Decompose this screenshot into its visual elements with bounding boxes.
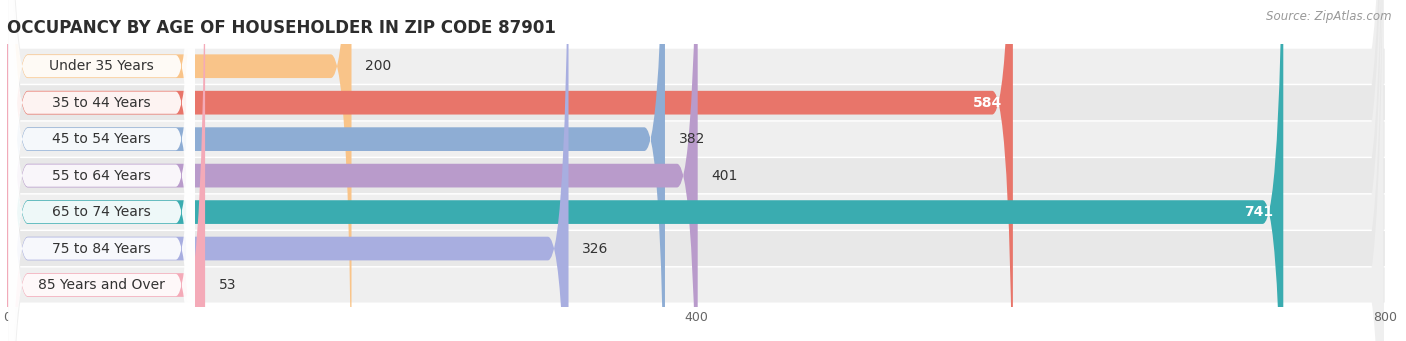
Text: Source: ZipAtlas.com: Source: ZipAtlas.com bbox=[1267, 10, 1392, 23]
FancyBboxPatch shape bbox=[8, 0, 1384, 341]
FancyBboxPatch shape bbox=[8, 0, 1384, 341]
FancyBboxPatch shape bbox=[8, 0, 1384, 341]
Text: 200: 200 bbox=[366, 59, 391, 73]
Text: 75 to 84 Years: 75 to 84 Years bbox=[52, 241, 150, 255]
Text: 55 to 64 Years: 55 to 64 Years bbox=[52, 168, 150, 183]
FancyBboxPatch shape bbox=[8, 0, 1384, 341]
FancyBboxPatch shape bbox=[7, 231, 1385, 266]
Text: 382: 382 bbox=[679, 132, 706, 146]
Text: 35 to 44 Years: 35 to 44 Years bbox=[52, 96, 150, 110]
FancyBboxPatch shape bbox=[7, 158, 1385, 193]
FancyBboxPatch shape bbox=[8, 0, 1384, 341]
FancyBboxPatch shape bbox=[7, 0, 568, 341]
Text: 85 Years and Over: 85 Years and Over bbox=[38, 278, 165, 292]
Text: 741: 741 bbox=[1244, 205, 1272, 219]
FancyBboxPatch shape bbox=[8, 0, 195, 341]
FancyBboxPatch shape bbox=[8, 0, 195, 341]
Text: 584: 584 bbox=[973, 96, 1002, 110]
FancyBboxPatch shape bbox=[8, 0, 1384, 341]
Text: OCCUPANCY BY AGE OF HOUSEHOLDER IN ZIP CODE 87901: OCCUPANCY BY AGE OF HOUSEHOLDER IN ZIP C… bbox=[7, 19, 555, 37]
FancyBboxPatch shape bbox=[8, 0, 1384, 341]
Text: 401: 401 bbox=[711, 168, 738, 183]
FancyBboxPatch shape bbox=[8, 0, 195, 341]
FancyBboxPatch shape bbox=[7, 0, 697, 341]
FancyBboxPatch shape bbox=[7, 49, 1385, 84]
FancyBboxPatch shape bbox=[7, 85, 1385, 120]
FancyBboxPatch shape bbox=[8, 0, 195, 341]
Text: 326: 326 bbox=[582, 241, 609, 255]
Text: 53: 53 bbox=[219, 278, 236, 292]
Text: 45 to 54 Years: 45 to 54 Years bbox=[52, 132, 150, 146]
FancyBboxPatch shape bbox=[7, 0, 205, 341]
FancyBboxPatch shape bbox=[7, 0, 1284, 341]
FancyBboxPatch shape bbox=[7, 0, 1012, 341]
FancyBboxPatch shape bbox=[8, 0, 195, 341]
FancyBboxPatch shape bbox=[8, 0, 195, 341]
FancyBboxPatch shape bbox=[7, 267, 1385, 302]
Text: 65 to 74 Years: 65 to 74 Years bbox=[52, 205, 150, 219]
FancyBboxPatch shape bbox=[8, 0, 195, 341]
FancyBboxPatch shape bbox=[7, 122, 1385, 157]
FancyBboxPatch shape bbox=[7, 0, 665, 341]
FancyBboxPatch shape bbox=[7, 0, 351, 341]
FancyBboxPatch shape bbox=[7, 195, 1385, 229]
Text: Under 35 Years: Under 35 Years bbox=[49, 59, 155, 73]
